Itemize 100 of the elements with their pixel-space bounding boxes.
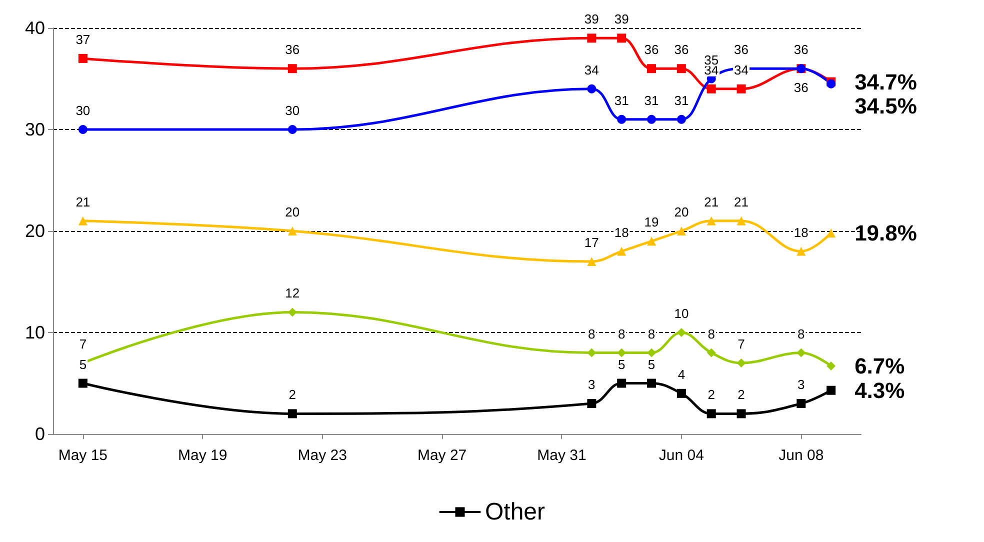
data-label: 18: [614, 224, 629, 240]
data-label: 8: [588, 326, 596, 342]
data-label: 21: [76, 194, 90, 210]
data-label: 5: [79, 356, 87, 372]
data-label: 34.5%: [854, 93, 917, 118]
x-tick-label: Jun 04: [658, 447, 704, 464]
data-label: 2: [288, 387, 296, 402]
data-label: 19.8%: [854, 220, 917, 246]
data-label: 12: [285, 286, 300, 301]
y-tick-label: 10: [24, 322, 45, 342]
data-label: 10: [674, 306, 689, 321]
data-label: 8: [798, 326, 805, 342]
point: [587, 34, 596, 43]
x-tick-label: May 15: [58, 447, 108, 464]
point: [587, 399, 596, 408]
point: [78, 216, 88, 226]
point: [647, 378, 656, 388]
data-label: 20: [285, 204, 300, 220]
data-label: 39: [614, 12, 629, 27]
point: [826, 386, 836, 395]
data-label: 4.3%: [854, 378, 905, 403]
point: [796, 246, 806, 256]
point: [796, 399, 806, 408]
y-tick-label: 20: [24, 221, 45, 241]
data-label: 8: [618, 326, 626, 342]
data-label: 37: [76, 32, 90, 47]
point: [826, 361, 836, 370]
data-label: 36: [285, 42, 300, 58]
data-label: 19: [644, 214, 659, 230]
point: [587, 256, 596, 266]
y-tick-label: 30: [24, 120, 45, 140]
point: [647, 64, 656, 74]
point: [736, 216, 746, 226]
point: [78, 54, 88, 63]
data-label: 3: [588, 377, 596, 392]
data-label: 30: [285, 103, 300, 118]
data-label: 21: [704, 194, 719, 210]
point: [736, 358, 746, 368]
point: [736, 409, 746, 418]
point: [647, 236, 656, 246]
y-tick-label: 40: [24, 18, 45, 38]
point: [706, 84, 716, 94]
point: [288, 308, 297, 317]
x-tick-label: May 23: [298, 447, 347, 464]
point: [676, 114, 686, 124]
data-label: 36: [644, 42, 659, 58]
point: [706, 409, 716, 418]
point: [676, 64, 686, 74]
point: [617, 114, 626, 124]
point: [288, 409, 297, 418]
data-label: 5: [648, 356, 656, 372]
data-label: 7: [79, 336, 87, 352]
data-label: 30: [76, 103, 90, 118]
data-label: 2: [708, 387, 715, 402]
point: [796, 348, 806, 358]
data-label: 34: [734, 62, 749, 78]
data-label: 7: [738, 336, 745, 352]
x-tick-label: May 19: [178, 447, 228, 464]
point: [587, 84, 596, 94]
point: [288, 64, 297, 74]
data-label: 3: [798, 377, 805, 392]
data-label: 5: [618, 356, 626, 372]
x-tick-label: May 31: [537, 447, 586, 464]
x-tick-label: Jun 08: [778, 447, 824, 464]
data-label: 36: [794, 42, 808, 58]
data-label: 36: [674, 42, 689, 58]
x-tick-label: May 27: [417, 447, 467, 464]
point: [676, 328, 686, 337]
point: [617, 34, 626, 43]
data-label: 6.7%: [854, 353, 905, 378]
point: [706, 216, 716, 226]
data-label: 31: [644, 92, 659, 108]
point: [288, 125, 297, 134]
data-label: 2: [738, 387, 745, 402]
data-label: 17: [584, 234, 599, 250]
data-label: 20: [674, 204, 689, 220]
point: [78, 125, 88, 134]
point: [676, 226, 686, 236]
data-label: 34: [584, 62, 599, 78]
point: [647, 348, 656, 358]
data-label: 18: [794, 224, 808, 240]
data-label: 31: [614, 92, 629, 108]
data-label: 31: [674, 92, 689, 108]
point: [288, 226, 297, 236]
data-label: 21: [734, 194, 749, 210]
point: [78, 378, 88, 388]
data-label: 36: [794, 80, 808, 96]
point: [706, 348, 716, 358]
point: [736, 84, 746, 94]
data-label: 39: [584, 12, 599, 27]
data-label: 34.7%: [854, 69, 917, 94]
data-label: 8: [648, 326, 656, 342]
legend-label: Other: [484, 498, 546, 526]
y-tick-label: 0: [34, 424, 45, 444]
point: [676, 388, 686, 398]
data-label: 8: [708, 326, 715, 342]
point: [617, 246, 626, 256]
data-label: 4: [678, 366, 686, 382]
point: [647, 114, 656, 124]
point: [617, 378, 626, 388]
